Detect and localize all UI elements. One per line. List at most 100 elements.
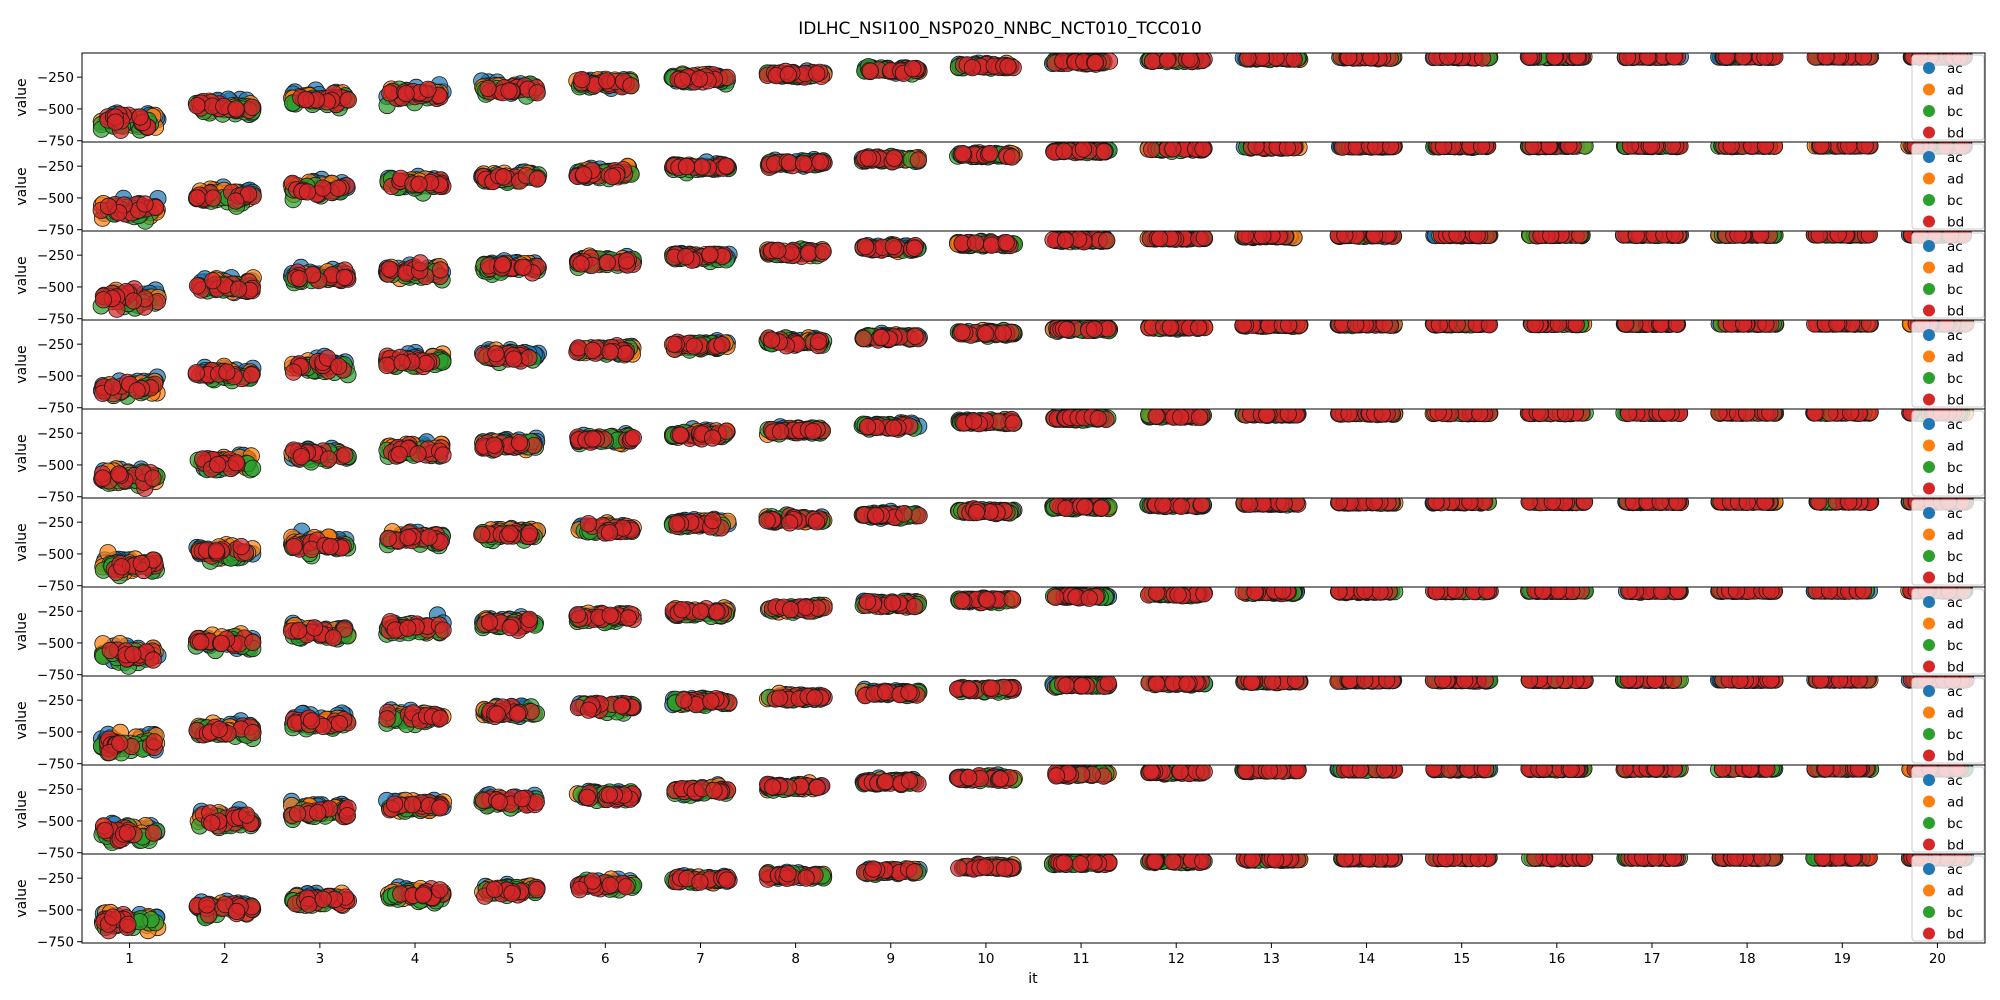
data-point-bd xyxy=(205,273,221,289)
data-point-bd xyxy=(809,66,825,82)
panel-points xyxy=(93,48,1973,138)
panel-frame xyxy=(82,142,1985,231)
legend-label-bd: bd xyxy=(1947,215,1964,231)
data-point-bd xyxy=(1757,138,1773,154)
data-point-bd xyxy=(1096,143,1112,159)
data-point-bd xyxy=(1735,49,1751,65)
data-point-bd xyxy=(1841,138,1857,154)
y-tick-label: −750 xyxy=(37,312,74,328)
data-point-bd xyxy=(495,169,511,185)
data-point-bd xyxy=(1643,138,1659,154)
data-point-bd xyxy=(1572,227,1588,243)
legend-label-ac: ac xyxy=(1947,239,1963,255)
data-point-bd xyxy=(1235,317,1251,333)
data-point-bd xyxy=(1057,232,1073,248)
data-point-bd xyxy=(1568,316,1584,332)
data-point-bd xyxy=(1818,49,1834,65)
data-point-bd xyxy=(501,83,517,99)
y-axis-label: value xyxy=(14,167,30,205)
y-tick-label: −250 xyxy=(37,159,74,175)
data-point-bd xyxy=(1811,227,1827,243)
data-point-bd xyxy=(686,338,702,354)
chart-title: IDLHC_NSI100_NSP020_NNBC_NCT010_TCC010 xyxy=(798,19,1202,39)
data-point-bd xyxy=(1547,49,1563,65)
y-axis-label: value xyxy=(14,256,30,294)
data-point-bd xyxy=(573,256,589,272)
data-point-bd xyxy=(604,168,620,184)
data-point-bd xyxy=(340,92,356,108)
data-point-bd xyxy=(1550,316,1566,332)
data-point-bd xyxy=(330,180,346,196)
legend-marker-ad xyxy=(1923,84,1935,96)
data-point-bd xyxy=(1481,317,1497,333)
panels: acadbcbd−250−500−750valueacadbcbd−250−50… xyxy=(14,48,1985,967)
panel-frame xyxy=(82,231,1985,320)
data-point-bd xyxy=(1757,49,1773,65)
data-point-bd xyxy=(230,281,246,297)
data-point-bd xyxy=(1004,149,1020,165)
data-point-bd xyxy=(885,238,901,254)
data-point-bd xyxy=(857,238,873,254)
legend-marker-ac xyxy=(1923,240,1935,252)
data-point-bd xyxy=(1730,227,1746,243)
data-point-bd xyxy=(570,340,586,356)
data-point-bd xyxy=(1666,49,1682,65)
data-point-bd xyxy=(1527,316,1543,332)
data-point-bd xyxy=(228,101,244,117)
data-point-bd xyxy=(1059,321,1075,337)
legend-label-bc: bc xyxy=(1947,193,1963,209)
panel-points xyxy=(93,137,1973,229)
data-point-bd xyxy=(1151,230,1167,246)
data-point-bd xyxy=(379,357,395,373)
data-point-bd xyxy=(1857,138,1873,154)
data-point-bd xyxy=(678,158,694,174)
data-point-bd xyxy=(674,72,690,88)
data-point-bd xyxy=(336,269,352,285)
legend-marker-bd xyxy=(1923,127,1935,139)
data-point-bd xyxy=(331,358,347,374)
data-point-bd xyxy=(995,325,1011,341)
data-point-bd xyxy=(1525,138,1541,154)
data-point-bd xyxy=(1440,49,1456,65)
data-point-bd xyxy=(125,293,141,309)
data-point-bd xyxy=(1653,316,1669,332)
panel-points xyxy=(93,226,1972,318)
data-point-bd xyxy=(1813,138,1829,154)
data-point-bd xyxy=(1255,228,1271,244)
data-point-bd xyxy=(1830,226,1846,242)
legend-marker-ac xyxy=(1923,62,1935,74)
data-point-bd xyxy=(382,85,398,101)
y-tick-label: −500 xyxy=(37,102,74,118)
y-tick-label: −750 xyxy=(37,223,74,239)
data-point-bd xyxy=(815,243,831,259)
data-point-bd xyxy=(205,190,221,206)
data-point-bd xyxy=(1619,49,1635,65)
data-point-bd xyxy=(702,246,718,262)
data-point-bd xyxy=(886,150,902,166)
data-point-bd xyxy=(420,81,436,97)
data-point-bd xyxy=(714,337,730,353)
data-point-bd xyxy=(856,330,872,346)
data-point-bd xyxy=(1248,138,1264,154)
data-point-bd xyxy=(298,91,314,107)
data-point-bd xyxy=(585,342,601,358)
data-point-bd xyxy=(506,351,522,367)
data-point-bd xyxy=(1521,49,1537,65)
data-point-bd xyxy=(189,98,205,114)
data-point-bd xyxy=(398,86,414,102)
data-point-bd xyxy=(905,60,921,76)
data-point-bd xyxy=(299,184,315,200)
data-point-bd xyxy=(780,66,796,82)
data-point-bd xyxy=(412,255,428,271)
data-point-bd xyxy=(576,167,592,183)
data-point-bd xyxy=(244,99,260,115)
data-point-bd xyxy=(1855,49,1871,65)
data-point-bd xyxy=(763,332,779,348)
data-point-bd xyxy=(1368,139,1384,155)
data-point-bd xyxy=(1086,321,1102,337)
data-point-bd xyxy=(285,364,301,380)
data-point-bd xyxy=(1376,316,1392,332)
data-point-bd xyxy=(873,329,889,345)
legend-marker-ad xyxy=(1923,173,1935,185)
data-point-bd xyxy=(1622,138,1638,154)
